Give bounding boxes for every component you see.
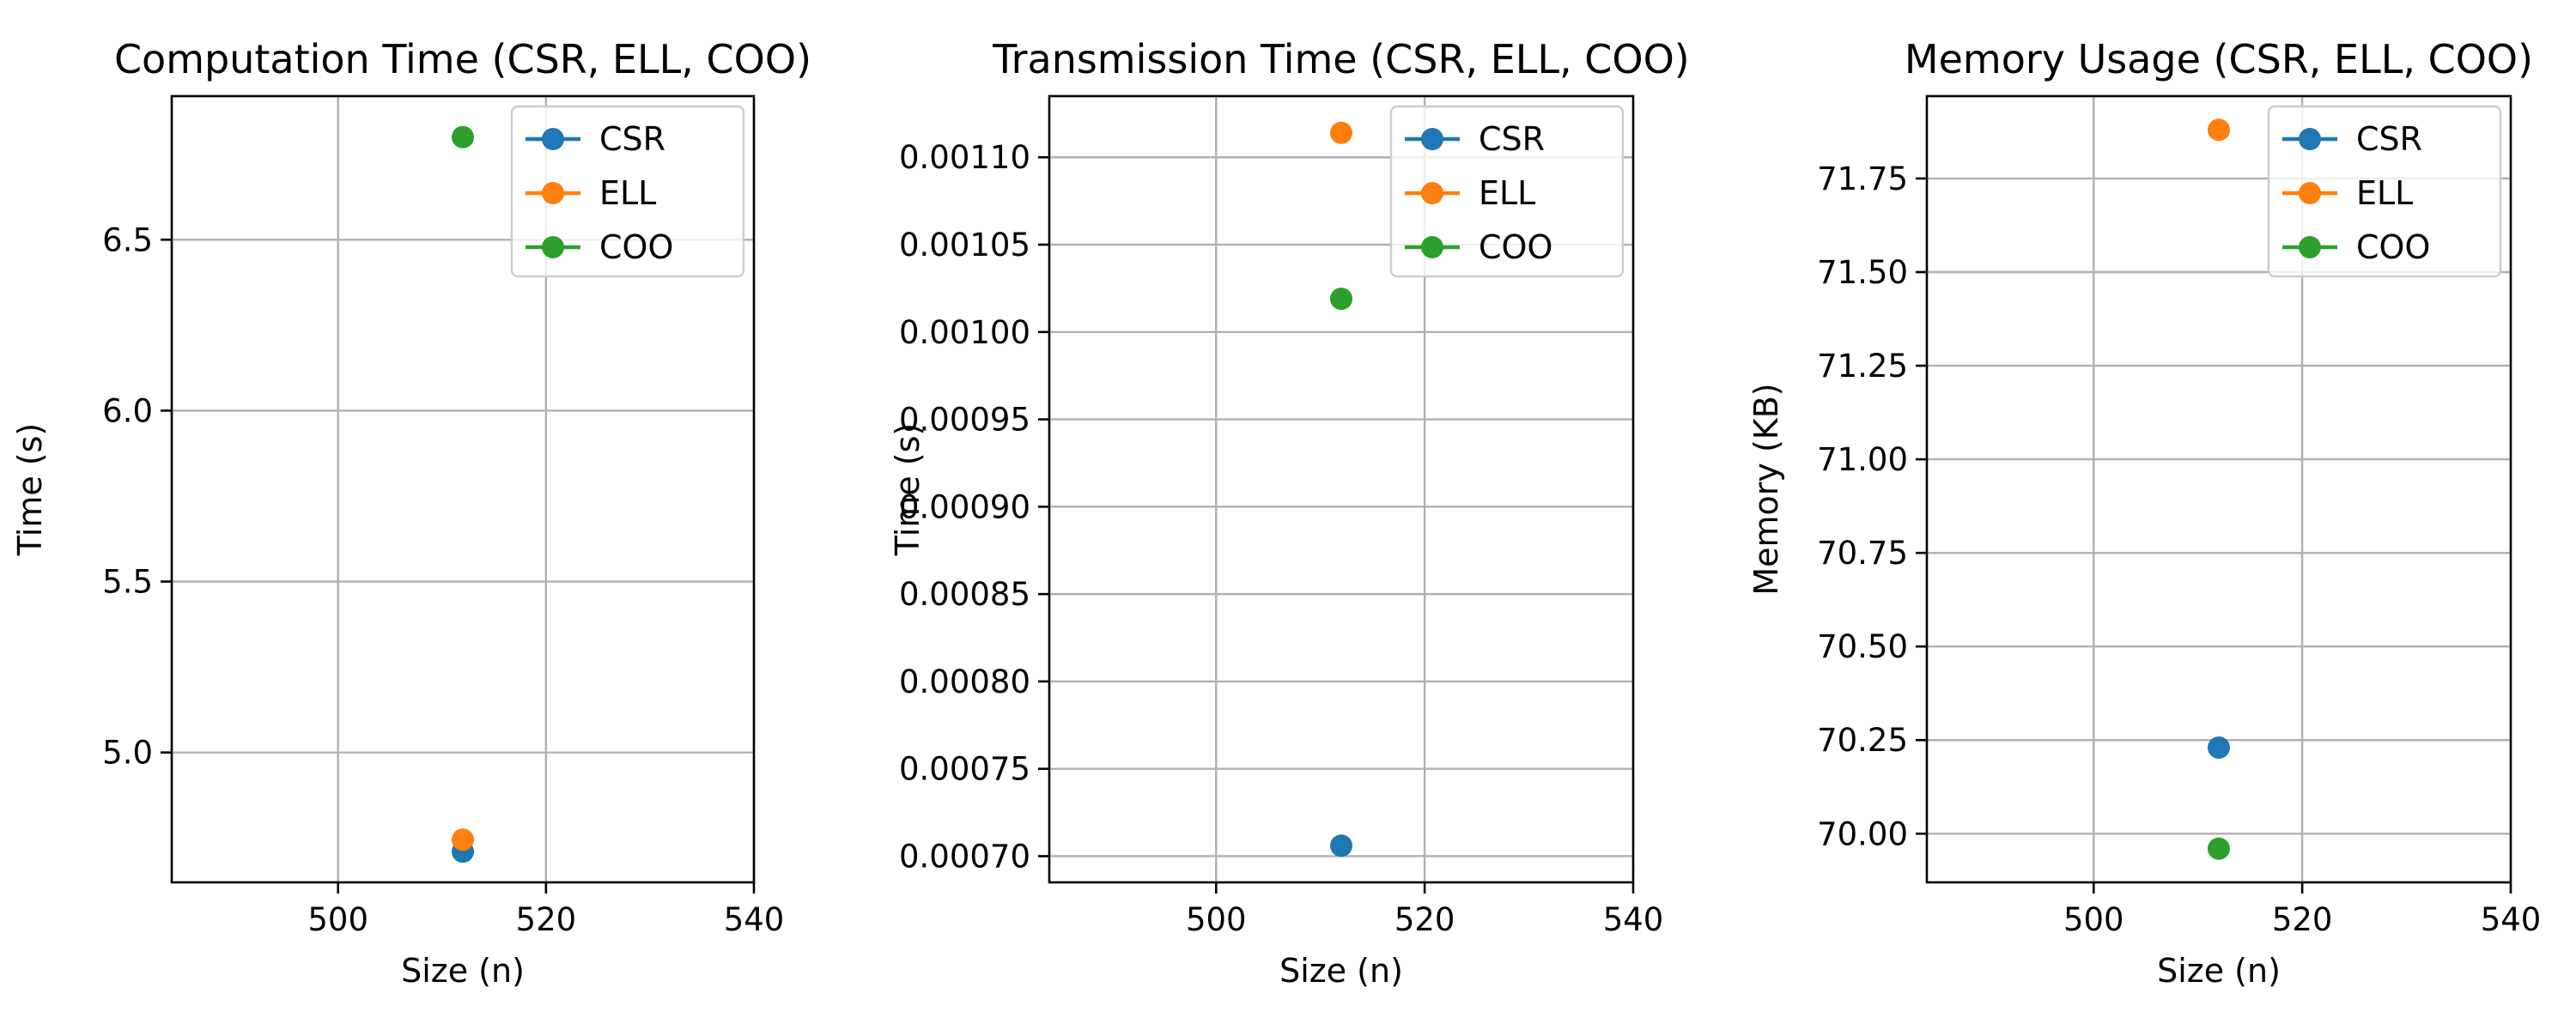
chart-1-legend-label-csr: CSR	[599, 120, 665, 158]
chart-1-y-tick-label: 5.0	[102, 735, 153, 772]
chart-3-y-tick-label: 70.50	[1817, 628, 1908, 665]
chart-1-point-coo	[452, 125, 474, 148]
chart-3-legend-label-csr: CSR	[2356, 120, 2422, 158]
chart-2-y-tick-label: 0.00100	[899, 314, 1030, 351]
chart-3-y-tick-label: 71.25	[1817, 348, 1908, 385]
chart-2-y-tick-label: 0.00105	[899, 227, 1030, 264]
chart-1-legend-swatch-marker-ell	[542, 182, 564, 204]
chart-2-legend-frame	[1389, 105, 1625, 278]
chart-3-x-axis-label: Size (n)	[2157, 952, 2281, 990]
chart-2-legend-swatch-marker-csr	[1421, 128, 1443, 150]
chart-2-y-axis-label: Time (s)	[889, 423, 927, 557]
chart-2-x-axis-label: Size (n)	[1279, 952, 1403, 990]
chart-3-legend-label-ell: ELL	[2356, 174, 2413, 212]
chart-2-point-coo	[1330, 288, 1352, 311]
chart-3-y-axis-label: Memory (KB)	[1747, 383, 1785, 595]
chart-3-y-tick-label: 70.75	[1817, 535, 1908, 572]
chart-2-legend-label-coo: COO	[1479, 228, 1552, 266]
chart-2-y-tick-label: 0.00070	[899, 838, 1030, 875]
chart-1-x-tick-label: 540	[724, 901, 785, 938]
chart-3-legend-label-coo: COO	[2356, 228, 2430, 266]
chart-1-legend-label-ell: ELL	[599, 174, 656, 212]
chart-2-legend-swatch-marker-coo	[1421, 236, 1443, 258]
chart-2-legend-swatch-marker-ell	[1421, 182, 1443, 204]
chart-3-legend-swatch-marker-ell	[2299, 182, 2321, 204]
chart-2-legend-label-csr: CSR	[1479, 120, 1545, 158]
chart-3-y-tick-label: 71.00	[1817, 441, 1908, 478]
chart-3-legend-swatch-marker-coo	[2299, 236, 2321, 258]
chart-1-legend: CSR ELL COO	[510, 105, 745, 278]
chart-3-y-tick-label: 71.50	[1817, 254, 1908, 291]
chart-2-y-tick-label: 0.00090	[899, 488, 1030, 525]
chart-3-point-ell	[2208, 118, 2230, 142]
chart-3-x-tick-label: 540	[2481, 901, 2542, 938]
chart-3-title: Memory Usage (CSR, ELL, COO)	[1905, 36, 2533, 82]
chart-3-legend: CSR ELL COO	[2267, 105, 2502, 278]
chart-3-y-tick-label: 71.75	[1817, 161, 1908, 197]
chart-2-x-tick-label: 540	[1603, 901, 1664, 938]
chart-1-point-ell	[452, 828, 474, 851]
chart-3-legend-swatch-marker-csr	[2299, 128, 2321, 150]
chart-2-plot-frame	[1048, 94, 1635, 884]
chart-2-y-tick-label: 0.00075	[899, 751, 1030, 788]
chart-1-x-tick-label: 500	[307, 901, 368, 938]
chart-2: 500 520 540 0.00070 0.00075 0.00080 0.00085 0.0…	[889, 36, 1690, 990]
chart-1-legend-label-coo: COO	[599, 228, 673, 266]
chart-2-x-tick-label: 500	[1186, 901, 1247, 938]
chart-3-point-csr	[2208, 736, 2230, 759]
chart-1-y-tick-label: 6.0	[102, 392, 153, 429]
chart-2-legend: CSR ELL COO	[1389, 105, 1625, 278]
chart-3: 500 520 540 70.00 70.25 70.50 70.75 71.00 71.25 7…	[1747, 36, 2541, 990]
chart-1-title: Computation Time (CSR, ELL, COO)	[114, 36, 811, 82]
chart-2-legend-label-ell: ELL	[1479, 174, 1535, 212]
chart-2-y-tick-label: 0.00080	[899, 663, 1030, 700]
chart-2-point-csr	[1330, 834, 1352, 857]
chart-3-y-tick-label: 70.25	[1817, 722, 1908, 759]
chart-3-plot-frame	[1925, 94, 2512, 884]
chart-2-title: Transmission Time (CSR, ELL, COO)	[992, 36, 1690, 82]
chart-3-legend-frame	[2267, 105, 2502, 278]
chart-1-x-tick-label: 520	[516, 901, 577, 938]
chart-1-y-tick-label: 5.5	[102, 564, 153, 601]
chart-2-y-tick-label: 0.00085	[899, 576, 1030, 613]
chart-1-x-axis-label: Size (n)	[401, 952, 525, 990]
chart-3-y-tick-label: 70.00	[1817, 815, 1908, 852]
chart-3-x-tick-label: 500	[2063, 901, 2124, 938]
chart-2-y-tick-label: 0.00110	[899, 139, 1030, 176]
chart-1-legend-swatch-marker-csr	[542, 128, 564, 150]
chart-2-y-tick-label: 0.00095	[899, 402, 1030, 439]
chart-2-x-tick-label: 520	[1394, 901, 1455, 938]
chart-1: 500 520 540 5.0 5.5 6.0 6.5 Computation Time (C…	[11, 36, 811, 990]
chart-2-point-ell	[1330, 121, 1352, 144]
chart-1-plot-frame	[170, 94, 756, 884]
chart-1-y-axis-label: Time (s)	[11, 423, 49, 557]
chart-3-point-coo	[2208, 837, 2230, 860]
chart-1-legend-frame	[510, 105, 745, 278]
chart-1-y-tick-label: 6.5	[102, 221, 153, 258]
chart-1-legend-swatch-marker-coo	[542, 236, 564, 258]
chart-3-x-tick-label: 520	[2272, 901, 2333, 938]
